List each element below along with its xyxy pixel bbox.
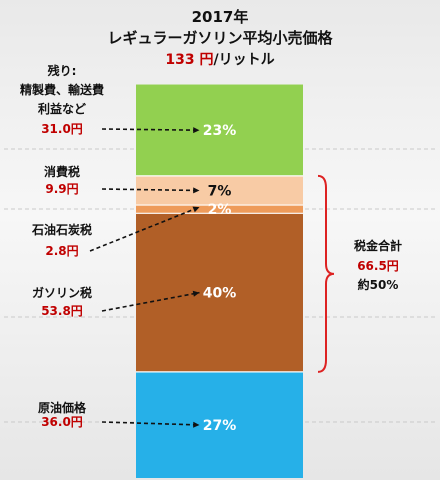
pointer-line xyxy=(101,188,200,192)
segment-pct-label: 23% xyxy=(203,123,237,139)
pointer-arrowhead xyxy=(193,127,200,134)
tax-total-label: 税金合計 xyxy=(354,238,402,253)
chart-title-year: 2017年 xyxy=(191,8,249,26)
pointer-arrowhead xyxy=(192,290,200,297)
segment-value-label: 36.0円 xyxy=(41,415,83,429)
segment-pct-label: 2% xyxy=(208,202,232,218)
chart-title: レギュラーガソリン平均小売価格 xyxy=(107,29,333,47)
segment-pct-label: 40% xyxy=(203,286,237,302)
bar-segment xyxy=(136,175,303,206)
pointer-line xyxy=(89,206,200,252)
segment-label: 原油価格 xyxy=(38,400,87,415)
segment-label: 残り: xyxy=(48,63,77,78)
pointer-line xyxy=(101,128,200,132)
tax-brace xyxy=(317,174,335,373)
pointer-arrowhead xyxy=(193,421,200,428)
segment-label: 利益など xyxy=(38,101,86,116)
segment-label: ガソリン税 xyxy=(32,285,92,300)
tax-total-value: 66.5円 xyxy=(357,259,399,273)
bar-segment xyxy=(136,213,303,372)
segment-label: 消費税 xyxy=(44,164,80,179)
segment-label: 精製費、輸送費 xyxy=(20,82,104,97)
segment-value-label: 9.9円 xyxy=(45,182,78,196)
bar-segment xyxy=(136,205,303,214)
segment-value-label: 2.8円 xyxy=(45,244,78,258)
pointer-line xyxy=(101,291,200,312)
price-unit: /リットル xyxy=(213,52,275,68)
bar-segment xyxy=(136,84,303,176)
bar-segment xyxy=(136,371,303,478)
segment-value-label: 53.8円 xyxy=(41,304,83,318)
pointer-line xyxy=(101,421,200,426)
price-value: 133 円 xyxy=(165,52,214,68)
segment-value-label: 31.0円 xyxy=(41,122,83,136)
pointer-arrowhead xyxy=(192,206,200,213)
segment-pct-label: 7% xyxy=(208,183,232,199)
segment-pct-label: 27% xyxy=(203,418,237,434)
pointer-arrowhead xyxy=(193,187,200,194)
segment-label: 石油石炭税 xyxy=(31,222,92,237)
tax-total-share: 約50% xyxy=(358,277,399,292)
chart-subtitle: 133 円/リットル xyxy=(0,49,440,69)
